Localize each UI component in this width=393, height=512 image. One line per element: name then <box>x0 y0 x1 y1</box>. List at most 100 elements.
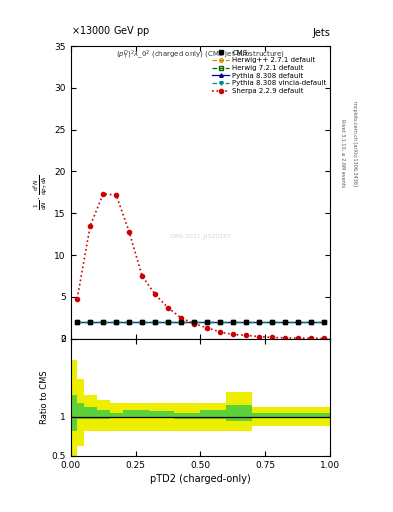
Herwig 7.2.1 default <box>204 319 209 325</box>
Herwig 7.2.1 default <box>114 319 119 325</box>
Pythia 8.308 default <box>166 319 171 325</box>
CMS <box>166 319 171 325</box>
Text: $(p_T^D)^2\lambda\_0^2$ (charged only) (CMS jet substructure): $(p_T^D)^2\lambda\_0^2$ (charged only) (… <box>116 49 285 62</box>
Sherpa 2.2.9 default <box>256 333 261 339</box>
Y-axis label: Ratio to CMS: Ratio to CMS <box>40 370 49 424</box>
Herwig 7.2.1 default <box>166 319 171 325</box>
Pythia 8.308 vincia-default <box>269 319 274 325</box>
Pythia 8.308 default <box>101 319 105 325</box>
Herwig++ 2.7.1 default <box>178 319 183 325</box>
CMS <box>295 319 300 325</box>
CMS <box>101 319 105 325</box>
CMS <box>308 319 313 325</box>
Pythia 8.308 default <box>88 319 93 325</box>
Pythia 8.308 vincia-default <box>140 319 145 325</box>
Herwig 7.2.1 default <box>321 319 326 325</box>
Herwig++ 2.7.1 default <box>243 319 248 325</box>
Pythia 8.308 default <box>114 319 119 325</box>
Sherpa 2.2.9 default <box>230 331 235 337</box>
Herwig 7.2.1 default <box>140 319 145 325</box>
Sherpa 2.2.9 default <box>127 228 131 234</box>
Pythia 8.308 default <box>178 319 183 325</box>
Herwig++ 2.7.1 default <box>191 319 196 325</box>
Sherpa 2.2.9 default <box>218 329 222 335</box>
CMS <box>114 319 119 325</box>
Herwig++ 2.7.1 default <box>295 319 300 325</box>
Line: Pythia 8.308 default: Pythia 8.308 default <box>75 320 325 324</box>
Text: Jets: Jets <box>312 28 330 38</box>
Pythia 8.308 default <box>127 319 131 325</box>
CMS <box>269 319 274 325</box>
Sherpa 2.2.9 default <box>88 223 93 229</box>
Herwig++ 2.7.1 default <box>166 319 171 325</box>
Line: Herwig 7.2.1 default: Herwig 7.2.1 default <box>75 320 325 324</box>
Herwig 7.2.1 default <box>101 319 105 325</box>
Pythia 8.308 vincia-default <box>88 319 93 325</box>
Line: CMS: CMS <box>75 320 325 324</box>
CMS <box>75 319 79 325</box>
Sherpa 2.2.9 default <box>269 334 274 340</box>
Pythia 8.308 vincia-default <box>152 319 157 325</box>
Sherpa 2.2.9 default <box>295 335 300 341</box>
Herwig 7.2.1 default <box>269 319 274 325</box>
Herwig++ 2.7.1 default <box>101 319 105 325</box>
Sherpa 2.2.9 default <box>152 291 157 297</box>
Herwig 7.2.1 default <box>88 319 93 325</box>
Pythia 8.308 vincia-default <box>243 319 248 325</box>
Herwig 7.2.1 default <box>218 319 222 325</box>
Pythia 8.308 vincia-default <box>282 319 287 325</box>
Pythia 8.308 default <box>152 319 157 325</box>
Herwig 7.2.1 default <box>127 319 131 325</box>
Pythia 8.308 vincia-default <box>308 319 313 325</box>
Pythia 8.308 default <box>218 319 222 325</box>
Herwig 7.2.1 default <box>75 319 79 325</box>
Herwig 7.2.1 default <box>178 319 183 325</box>
Pythia 8.308 vincia-default <box>218 319 222 325</box>
Pythia 8.308 vincia-default <box>75 319 79 325</box>
CMS <box>218 319 222 325</box>
Pythia 8.308 vincia-default <box>204 319 209 325</box>
Pythia 8.308 default <box>321 319 326 325</box>
Sherpa 2.2.9 default <box>243 332 248 338</box>
CMS <box>230 319 235 325</box>
Herwig 7.2.1 default <box>191 319 196 325</box>
Herwig++ 2.7.1 default <box>152 319 157 325</box>
Pythia 8.308 vincia-default <box>230 319 235 325</box>
Herwig 7.2.1 default <box>152 319 157 325</box>
CMS <box>88 319 93 325</box>
Pythia 8.308 vincia-default <box>256 319 261 325</box>
Herwig++ 2.7.1 default <box>75 319 79 325</box>
Pythia 8.308 default <box>256 319 261 325</box>
CMS <box>282 319 287 325</box>
X-axis label: pTD2 (charged-only): pTD2 (charged-only) <box>150 474 251 484</box>
Pythia 8.308 vincia-default <box>295 319 300 325</box>
Herwig 7.2.1 default <box>308 319 313 325</box>
Text: $\times$13000 GeV pp: $\times$13000 GeV pp <box>71 25 150 38</box>
Herwig++ 2.7.1 default <box>140 319 145 325</box>
Herwig++ 2.7.1 default <box>204 319 209 325</box>
Sherpa 2.2.9 default <box>178 315 183 321</box>
CMS <box>152 319 157 325</box>
Pythia 8.308 default <box>308 319 313 325</box>
Herwig++ 2.7.1 default <box>308 319 313 325</box>
Line: Pythia 8.308 vincia-default: Pythia 8.308 vincia-default <box>75 320 325 324</box>
Herwig++ 2.7.1 default <box>127 319 131 325</box>
Pythia 8.308 default <box>269 319 274 325</box>
Text: mcplots.cern.ch [arXiv:1306.3436]: mcplots.cern.ch [arXiv:1306.3436] <box>352 101 357 186</box>
Pythia 8.308 vincia-default <box>101 319 105 325</box>
Herwig 7.2.1 default <box>282 319 287 325</box>
Herwig++ 2.7.1 default <box>88 319 93 325</box>
Pythia 8.308 default <box>191 319 196 325</box>
Herwig 7.2.1 default <box>295 319 300 325</box>
Pythia 8.308 default <box>204 319 209 325</box>
Text: Rivet 3.1.10, ≥ 2.6M events: Rivet 3.1.10, ≥ 2.6M events <box>340 119 345 188</box>
Pythia 8.308 vincia-default <box>114 319 119 325</box>
CMS <box>321 319 326 325</box>
Sherpa 2.2.9 default <box>166 305 171 311</box>
Sherpa 2.2.9 default <box>114 192 119 198</box>
Pythia 8.308 vincia-default <box>127 319 131 325</box>
Pythia 8.308 default <box>243 319 248 325</box>
Sherpa 2.2.9 default <box>204 325 209 331</box>
Herwig++ 2.7.1 default <box>230 319 235 325</box>
Sherpa 2.2.9 default <box>282 335 287 341</box>
